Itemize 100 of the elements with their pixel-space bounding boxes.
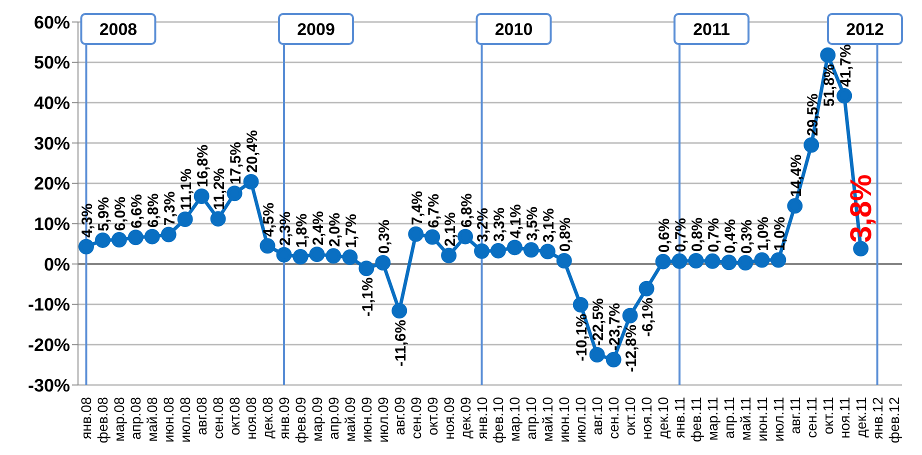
point bbox=[276, 246, 292, 262]
data-label: -6,1% bbox=[640, 298, 657, 337]
data-label: 41,7% bbox=[837, 44, 854, 87]
data-label: 4,1% bbox=[508, 204, 525, 238]
point bbox=[342, 249, 358, 265]
data-label: -23,7% bbox=[606, 303, 624, 351]
point bbox=[177, 211, 193, 227]
point bbox=[622, 308, 638, 324]
x-tick-label: май.10 bbox=[540, 396, 556, 442]
data-label: 1,7% bbox=[342, 214, 360, 248]
ref-line-label: 2011 bbox=[693, 20, 730, 39]
x-tick-label: янв.08 bbox=[78, 396, 94, 440]
x-tick-label: сен.09 bbox=[408, 396, 424, 439]
point bbox=[688, 253, 704, 269]
point bbox=[424, 229, 440, 245]
point bbox=[787, 198, 803, 214]
x-tick-label: май.11 bbox=[737, 396, 754, 441]
point bbox=[458, 228, 474, 244]
data-label: 6,8% bbox=[458, 193, 476, 228]
x-tick-label: янв.10 bbox=[474, 396, 490, 440]
y-tick-label: 50% bbox=[34, 52, 70, 73]
point bbox=[589, 347, 605, 362]
point bbox=[556, 253, 572, 269]
x-tick-label: мар.10 bbox=[506, 396, 523, 442]
data-label: 11,1% bbox=[178, 168, 196, 210]
point bbox=[160, 226, 176, 242]
point bbox=[738, 255, 754, 271]
x-tick-label: июн.09 bbox=[358, 396, 374, 443]
point bbox=[292, 248, 308, 264]
point bbox=[572, 296, 588, 312]
data-label: 2,1% bbox=[442, 212, 459, 247]
y-tick-label: 10% bbox=[34, 214, 70, 234]
point bbox=[94, 232, 110, 248]
x-tick-label: фев.08 bbox=[94, 396, 111, 444]
x-tick-label: май.09 bbox=[342, 396, 358, 442]
point bbox=[210, 211, 226, 227]
point bbox=[754, 252, 770, 268]
x-tick-label: июн.10 bbox=[556, 396, 572, 443]
point bbox=[523, 242, 539, 258]
point bbox=[770, 252, 786, 268]
x-tick-label: май.08 bbox=[144, 396, 160, 442]
x-tick-label: сен.08 bbox=[210, 396, 226, 439]
point bbox=[540, 244, 556, 260]
x-tick-label: апр.08 bbox=[128, 396, 144, 440]
x-tick-label: дек.09 bbox=[457, 396, 474, 439]
data-label: 0,8% bbox=[689, 218, 706, 252]
x-tick-label: сен.11 bbox=[803, 396, 820, 438]
data-label: 1,0% bbox=[771, 216, 788, 251]
ref-line-label: 2010 bbox=[494, 20, 533, 39]
data-label: 0,8% bbox=[557, 218, 574, 252]
ref-line-label: 2008 bbox=[99, 20, 138, 39]
point bbox=[804, 137, 820, 153]
x-tick-label: июл.10 bbox=[572, 396, 589, 443]
data-label: 17,5% bbox=[228, 142, 245, 184]
x-tick-label: авг.11 bbox=[786, 396, 803, 434]
point bbox=[260, 238, 276, 254]
x-tick-label: окт.11 bbox=[820, 396, 836, 434]
x-tick-label: ноя.09 bbox=[440, 396, 457, 440]
y-tick-label: 20% bbox=[34, 174, 70, 194]
x-tick-label: апр.11 bbox=[720, 396, 737, 439]
point bbox=[243, 174, 259, 190]
point bbox=[128, 230, 144, 246]
data-label: 3,2% bbox=[474, 208, 492, 242]
data-label: 0,3% bbox=[738, 220, 756, 254]
data-label: 7,3% bbox=[162, 191, 179, 226]
x-tick-label: мар.08 bbox=[111, 396, 128, 442]
point bbox=[194, 188, 210, 204]
data-label: -10,1% bbox=[574, 314, 591, 362]
point bbox=[672, 253, 688, 269]
point bbox=[474, 243, 490, 259]
data-label: 4,5% bbox=[260, 202, 278, 237]
point bbox=[506, 240, 522, 256]
annotation: 3,8% bbox=[844, 174, 878, 243]
x-tick-label: ноя.10 bbox=[638, 396, 655, 440]
x-tick-label: ноя.11 bbox=[836, 396, 852, 439]
point bbox=[490, 242, 506, 258]
data-label: 20,4% bbox=[244, 130, 262, 173]
x-tick-label: фев.10 bbox=[490, 396, 506, 444]
x-tick-label: авг.09 bbox=[391, 396, 408, 436]
point bbox=[358, 260, 374, 276]
data-label: 2,4% bbox=[310, 211, 327, 246]
y-tick-label: 0% bbox=[44, 254, 70, 274]
data-label: 51,8% bbox=[820, 64, 838, 107]
x-tick-label: авг.08 bbox=[194, 396, 210, 436]
point bbox=[606, 352, 622, 368]
x-tick-label: дек.11 bbox=[852, 396, 869, 438]
x-tick-label: фев.11 bbox=[688, 396, 704, 442]
x-tick-label: окт.08 bbox=[226, 396, 243, 436]
data-label: 11,2% bbox=[211, 168, 228, 210]
data-label: -12,8% bbox=[623, 324, 640, 372]
x-tick-label: авг.10 bbox=[589, 396, 606, 436]
x-tick-label: мар.11 bbox=[704, 396, 720, 441]
data-label: 2,3% bbox=[277, 212, 294, 246]
data-label: 3,1% bbox=[540, 208, 558, 242]
x-tick-label: июл.11 bbox=[770, 396, 786, 442]
data-label: 5,9% bbox=[96, 197, 113, 232]
ref-line-label: 2009 bbox=[297, 20, 335, 39]
point bbox=[375, 255, 391, 271]
x-tick-label: апр.10 bbox=[523, 396, 540, 440]
x-tick-label: окт.09 bbox=[424, 396, 440, 436]
